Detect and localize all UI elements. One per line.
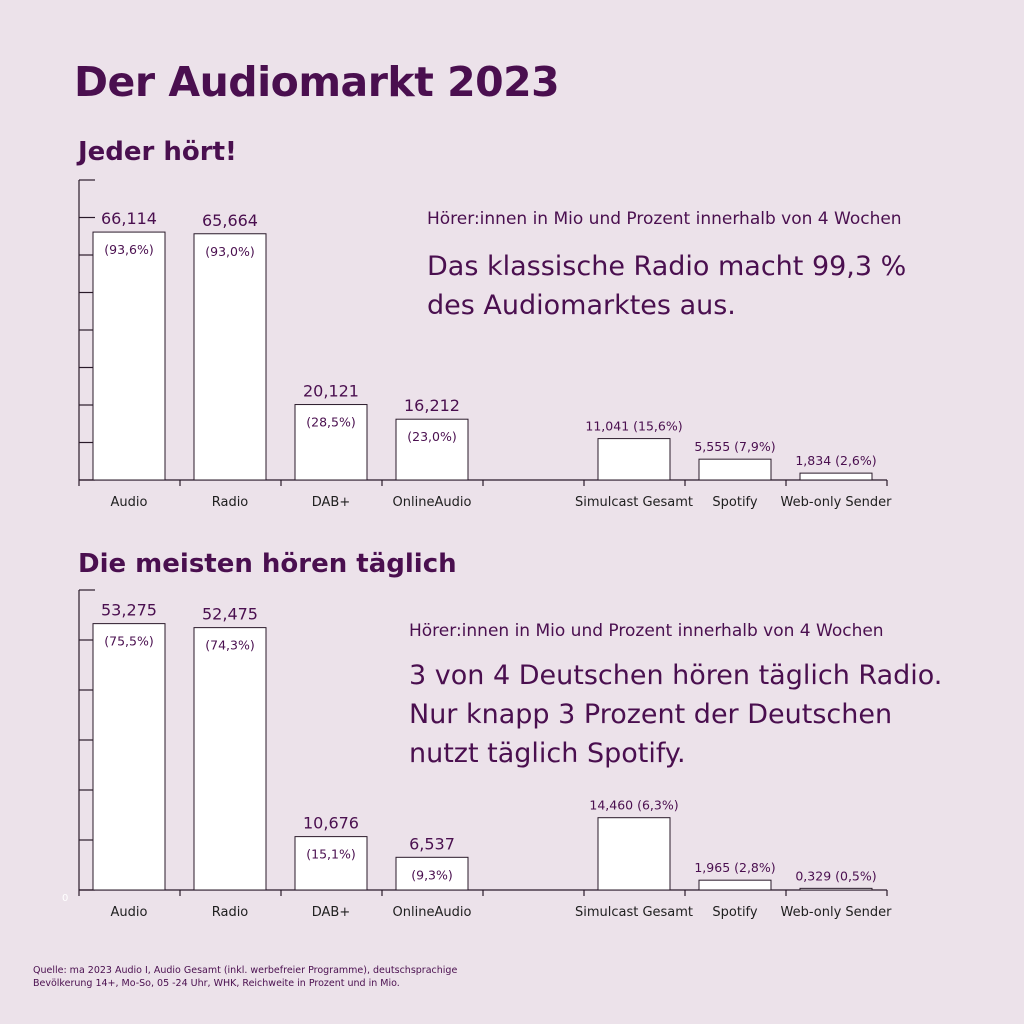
value-label: 6,537	[409, 834, 455, 853]
bar	[698, 879, 772, 891]
value-label: 1,965 (2,8%)	[694, 860, 775, 875]
value-label: 10,676	[303, 814, 359, 833]
value-label-number: 11,041	[585, 419, 633, 434]
chart-1-title: Jeder hört!	[78, 137, 237, 167]
value-label-number: 1,834	[795, 453, 835, 468]
percent-label: (2,6%)	[835, 453, 877, 468]
source-line: Bevölkerung 14+, Mo-So, 05 -24 Uhr, WHK,…	[33, 978, 400, 989]
chart-2-title: Die meisten hören täglich	[78, 549, 457, 579]
percent-label: (9,3%)	[411, 867, 453, 882]
value-label: 16,212	[404, 396, 460, 415]
x-tick-label: Spotify	[712, 905, 758, 920]
value-label: 66,114	[101, 209, 157, 228]
value-label: 5,555 (7,9%)	[694, 439, 775, 454]
percent-label: (0,5%)	[835, 868, 877, 883]
x-tick-label: DAB+	[312, 495, 351, 510]
x-tick-label: Audio	[111, 495, 148, 510]
value-label: 53,275	[101, 601, 157, 620]
chart-2-headline-line: 3 von 4 Deutschen hören täglich Radio.	[409, 660, 943, 691]
bar	[92, 231, 166, 481]
source-note: Quelle: ma 2023 Audio I, Audio Gesamt (i…	[33, 964, 553, 990]
chart-2-headline: 3 von 4 Deutschen hören täglich Radio. N…	[409, 656, 942, 773]
bar	[597, 438, 671, 481]
x-tick-label: Web-only Sender	[781, 905, 893, 920]
value-label: 20,121	[303, 382, 359, 401]
value-label: 52,475	[202, 605, 258, 624]
chart-2-headline-line: nutzt täglich Spotify.	[409, 738, 686, 769]
chart-1-note: Hörer:innen in Mio und Prozent innerhalb…	[427, 209, 902, 229]
percent-label: (93,0%)	[205, 244, 254, 259]
percent-label: (7,9%)	[734, 439, 776, 454]
percent-label: (2,8%)	[734, 860, 776, 875]
x-tick-label: Audio	[111, 905, 148, 920]
chart-2-note: Hörer:innen in Mio und Prozent innerhalb…	[409, 621, 884, 641]
x-tick-label: Spotify	[712, 495, 758, 510]
x-tick-label: Web-only Sender	[781, 495, 893, 510]
x-tick-label: Radio	[212, 905, 249, 920]
y-zero-label: 0	[62, 893, 68, 904]
percent-label: (6,3%)	[637, 798, 679, 813]
value-label: 65,664	[202, 211, 258, 230]
bar	[193, 627, 267, 891]
bar	[799, 887, 873, 891]
x-tick-label: DAB+	[312, 905, 351, 920]
percent-label: (15,6%)	[633, 419, 682, 434]
value-label-number: 5,555	[694, 439, 734, 454]
bar	[799, 472, 873, 481]
value-label: 14,460 (6,3%)	[589, 798, 678, 813]
value-label-number: 1,965	[694, 860, 734, 875]
value-label: 1,834 (2,6%)	[795, 453, 876, 468]
percent-label: (93,6%)	[104, 242, 153, 257]
chart-2-headline-line: Nur knapp 3 Prozent der Deutschen	[409, 699, 893, 730]
bar	[698, 458, 772, 481]
percent-label: (75,5%)	[104, 634, 153, 649]
percent-label: (28,5%)	[306, 415, 355, 430]
x-tick-label: Simulcast Gesamt	[575, 495, 693, 510]
bar	[597, 817, 671, 891]
chart-2-bars: 0 Audio 53,275 (75,5%) Radio 52,475 (74,3%) DAB…	[62, 589, 893, 920]
chart-1-headline: Das klassische Radio macht 99,3 % des Au…	[427, 247, 906, 325]
percent-label: (23,0%)	[407, 429, 456, 444]
chart-1-bars: Audio 66,114 (93,6%) Radio 65,664 (93,0%) DAB+…	[78, 179, 893, 510]
bar	[92, 623, 166, 891]
x-tick-label: Radio	[212, 495, 249, 510]
chart-1-headline-line: des Audiomarktes aus.	[427, 290, 736, 321]
chart-1-headline-line: Das klassische Radio macht 99,3 %	[427, 251, 907, 282]
page-title: Der Audiomarkt 2023	[74, 58, 560, 106]
bar	[395, 418, 469, 481]
bar	[395, 856, 469, 891]
value-label: 0,329 (0,5%)	[795, 868, 876, 883]
source-line: Quelle: ma 2023 Audio I, Audio Gesamt (i…	[33, 965, 458, 976]
percent-label: (74,3%)	[205, 638, 254, 653]
x-tick-label: OnlineAudio	[393, 495, 472, 510]
value-label-number: 14,460	[589, 798, 637, 813]
x-tick-label: Simulcast Gesamt	[575, 905, 693, 920]
percent-label: (15,1%)	[306, 847, 355, 862]
bar	[294, 404, 368, 481]
value-label: 11,041 (15,6%)	[585, 419, 682, 434]
bar	[294, 836, 368, 891]
x-tick-label: OnlineAudio	[393, 905, 472, 920]
value-label-number: 0,329	[795, 868, 835, 883]
bar	[193, 233, 267, 481]
